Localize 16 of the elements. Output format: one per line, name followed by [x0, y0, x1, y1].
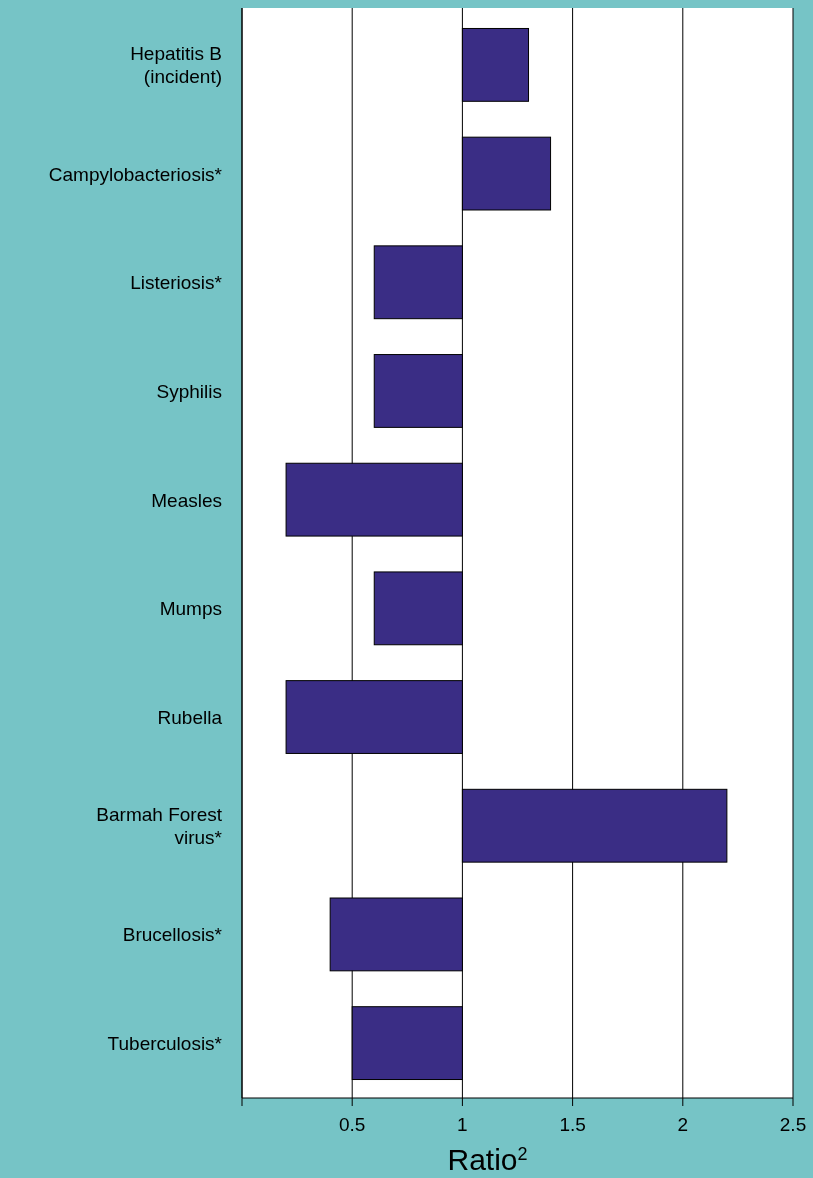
- x-tick-label: 2: [677, 1114, 689, 1135]
- y-tick-label: Listeriosis*: [130, 272, 223, 294]
- y-tick-label: Rubella: [157, 707, 223, 729]
- x-tick-label: 2.5: [779, 1114, 807, 1135]
- y-tick-label: Mumps: [159, 598, 222, 620]
- y-tick-label: Barmah Forest virus*: [96, 804, 223, 849]
- x-axis-title: Ratio$^{2}$: [447, 1143, 528, 1176]
- y-tick-label: Hepatitis B (incident): [130, 43, 222, 88]
- y-tick-label: Campylobacteriosis*: [48, 163, 223, 185]
- y-tick-label: Syphilis: [156, 380, 222, 402]
- x-tick-label: 1.5: [559, 1114, 586, 1135]
- y-tick-label: Brucellosis*: [122, 924, 223, 946]
- y-tick-label: Tuberculosis*: [107, 1033, 223, 1055]
- x-tick-label: 0.5: [338, 1114, 366, 1135]
- y-tick-label: Measles: [151, 489, 222, 511]
- x-tick-label: 1: [457, 1114, 468, 1135]
